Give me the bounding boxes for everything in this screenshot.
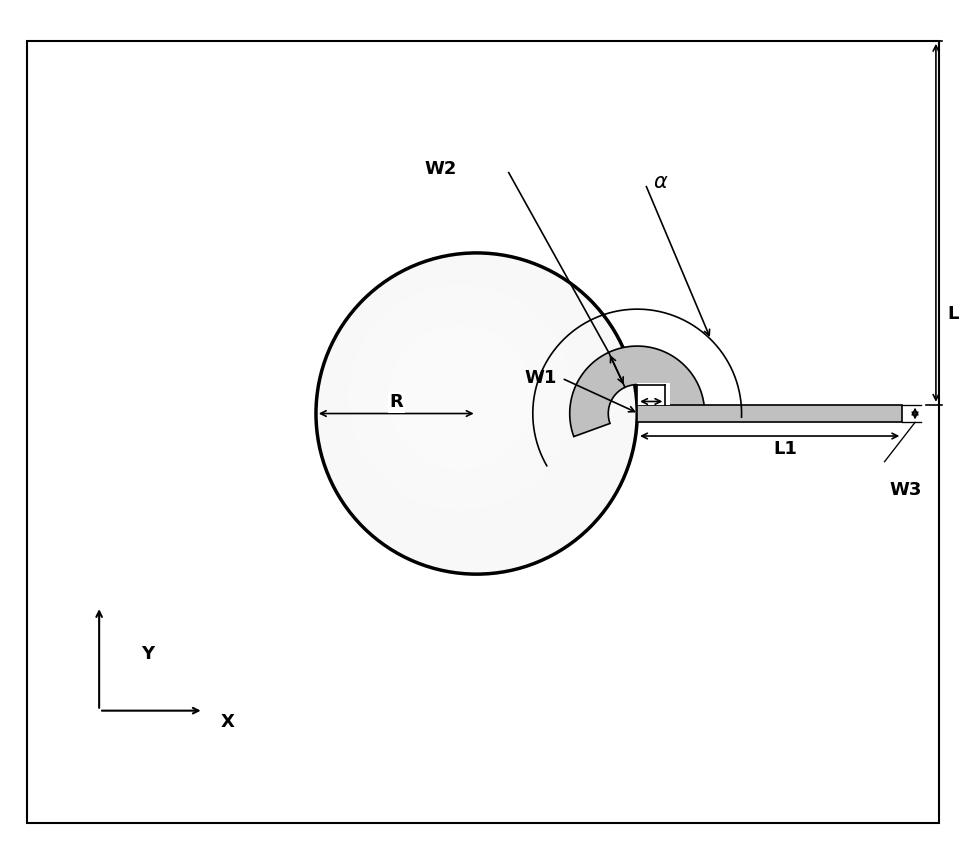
- Text: $\alpha$: $\alpha$: [653, 173, 668, 192]
- Text: W2: W2: [425, 161, 457, 178]
- Bar: [638, 404, 902, 422]
- Text: L: L: [947, 305, 958, 323]
- Text: W3: W3: [890, 481, 922, 499]
- Bar: [638, 383, 670, 404]
- Text: R: R: [389, 393, 403, 411]
- Text: Y: Y: [141, 645, 154, 664]
- Text: X: X: [220, 713, 235, 731]
- Circle shape: [420, 358, 500, 438]
- Circle shape: [348, 285, 573, 510]
- Circle shape: [388, 325, 533, 470]
- Text: W1: W1: [525, 369, 556, 387]
- Polygon shape: [570, 346, 704, 436]
- Circle shape: [316, 253, 638, 575]
- Text: L1: L1: [773, 440, 797, 458]
